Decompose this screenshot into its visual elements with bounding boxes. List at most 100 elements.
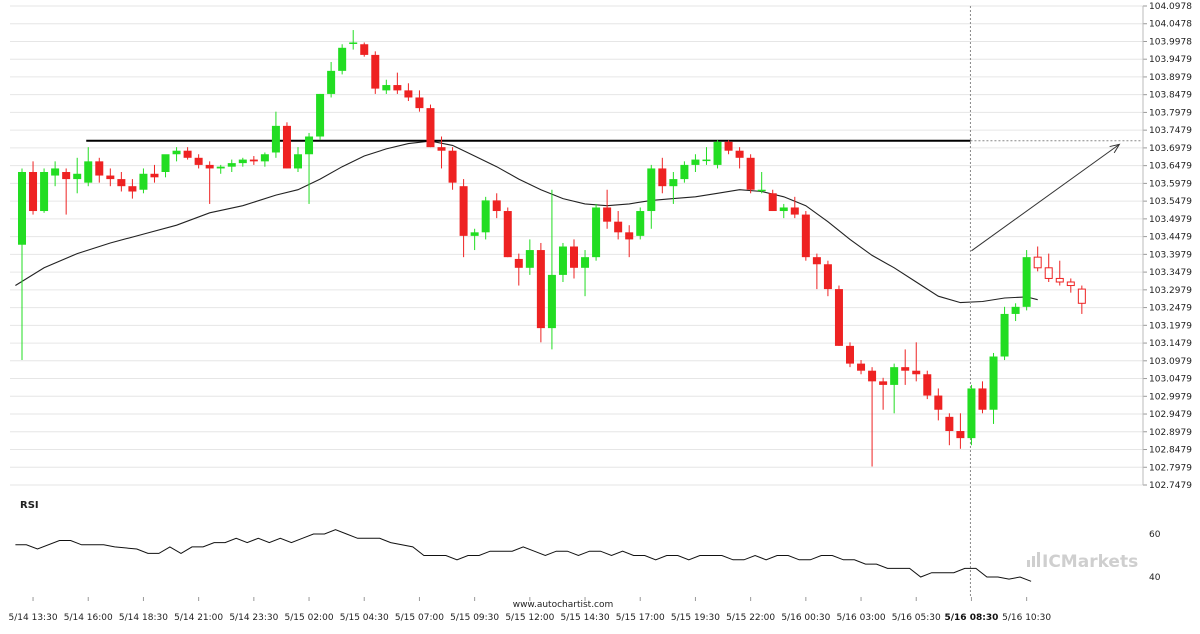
- candle-body: [84, 161, 93, 183]
- forecast-arrow-line: [971, 143, 1120, 252]
- candle: [702, 147, 711, 165]
- candle: [459, 179, 468, 258]
- candle: [161, 154, 170, 178]
- price-axis: 104.0978 104.0478 103.9978 103.9479 103.8979…: [1142, 2, 1192, 491]
- time-tick-label: 5/15 12:00: [505, 613, 554, 623]
- candle: [282, 122, 291, 169]
- candle-body: [1066, 281, 1075, 287]
- candle: [724, 140, 733, 155]
- candle-body: [29, 171, 38, 212]
- candle-body: [294, 154, 302, 169]
- candle: [570, 239, 578, 279]
- candle-body: [614, 221, 623, 233]
- candle-body: [901, 367, 910, 371]
- price-tick-label: 103.3979: [1149, 250, 1192, 260]
- time-axis: 5/14 13:30 5/14 16:00 5/14 18:30 5/14 21:00…: [9, 597, 1051, 623]
- candle: [658, 157, 667, 194]
- candle: [73, 157, 82, 194]
- candle-body: [658, 168, 667, 187]
- candle: [481, 196, 490, 240]
- candle: [879, 377, 888, 410]
- candle-body: [801, 214, 810, 258]
- candle: [448, 147, 457, 190]
- candle-body: [834, 289, 843, 346]
- candle: [238, 157, 247, 167]
- candle: [923, 370, 932, 400]
- candle-body: [183, 150, 192, 158]
- candle-body: [978, 388, 987, 410]
- time-tick-label: 5/14 16:00: [64, 613, 113, 623]
- candle-body: [51, 168, 60, 176]
- candle-body: [73, 173, 82, 180]
- candle-body: [779, 207, 788, 212]
- candle: [768, 189, 777, 212]
- candle: [40, 168, 49, 213]
- rsi-label: RSI: [20, 500, 39, 511]
- candle: [890, 363, 899, 414]
- candle-body: [371, 54, 380, 89]
- price-tick-label: 103.6479: [1149, 162, 1192, 172]
- rsi-tick-label: 60: [1149, 530, 1161, 540]
- candle-body: [271, 125, 280, 153]
- candle-body: [790, 207, 799, 215]
- candle-body: [1000, 313, 1009, 357]
- candle-body: [426, 108, 435, 148]
- candle: [989, 352, 998, 424]
- candle: [868, 367, 877, 467]
- candle: [271, 111, 280, 158]
- candle-body: [161, 154, 170, 172]
- candle: [636, 207, 645, 240]
- candle-body: [846, 345, 854, 364]
- candle-body: [879, 381, 888, 385]
- candle: [912, 342, 921, 382]
- candle: [106, 168, 115, 187]
- candle: [647, 164, 656, 229]
- candle: [978, 381, 987, 414]
- time-tick-label: 5/16 03:00: [837, 613, 886, 623]
- candle: [294, 147, 302, 172]
- candle-body: [768, 193, 777, 212]
- candle: [139, 168, 148, 194]
- candle-body: [1044, 267, 1053, 279]
- candle: [956, 413, 965, 449]
- candle-body: [260, 154, 269, 162]
- candle-body: [448, 150, 457, 183]
- candle: [393, 72, 402, 94]
- candle-body: [967, 388, 976, 439]
- candle: [536, 242, 545, 343]
- candle-body: [1077, 288, 1086, 304]
- candle-body: [702, 159, 711, 162]
- price-tick-label: 103.8479: [1149, 91, 1192, 101]
- time-tick-label: 5/16 10:30: [1002, 613, 1051, 623]
- candle: [945, 413, 954, 446]
- candle: [205, 161, 214, 204]
- candle: [581, 250, 590, 297]
- overlay-layer: [971, 143, 1121, 252]
- time-tick-label: 5/15 17:00: [616, 613, 665, 623]
- candle-body: [117, 179, 126, 187]
- candle: [150, 164, 159, 183]
- candle: [746, 154, 755, 194]
- candle-body: [503, 211, 512, 258]
- candle: [227, 159, 236, 172]
- candle: [172, 147, 181, 162]
- price-tick-label: 103.3479: [1149, 268, 1192, 278]
- candle: [349, 30, 358, 50]
- price-tick-label: 103.8979: [1149, 73, 1192, 83]
- time-tick-label: 5/16 05:30: [892, 613, 941, 623]
- brand-name: ICMarkets: [1042, 552, 1138, 572]
- candle-body: [735, 150, 744, 158]
- price-tick-label: 102.7979: [1149, 463, 1192, 473]
- brand-watermark: ICMarkets: [1027, 552, 1138, 572]
- candle: [735, 147, 744, 169]
- candle: [812, 253, 821, 290]
- candle-body: [713, 141, 722, 165]
- candle-body: [912, 370, 921, 375]
- candle: [1022, 250, 1031, 311]
- price-tick-label: 103.7479: [1149, 126, 1192, 136]
- candle-body: [338, 47, 347, 71]
- candle-body: [150, 173, 159, 178]
- candle: [382, 79, 391, 94]
- candle-body: [636, 211, 645, 236]
